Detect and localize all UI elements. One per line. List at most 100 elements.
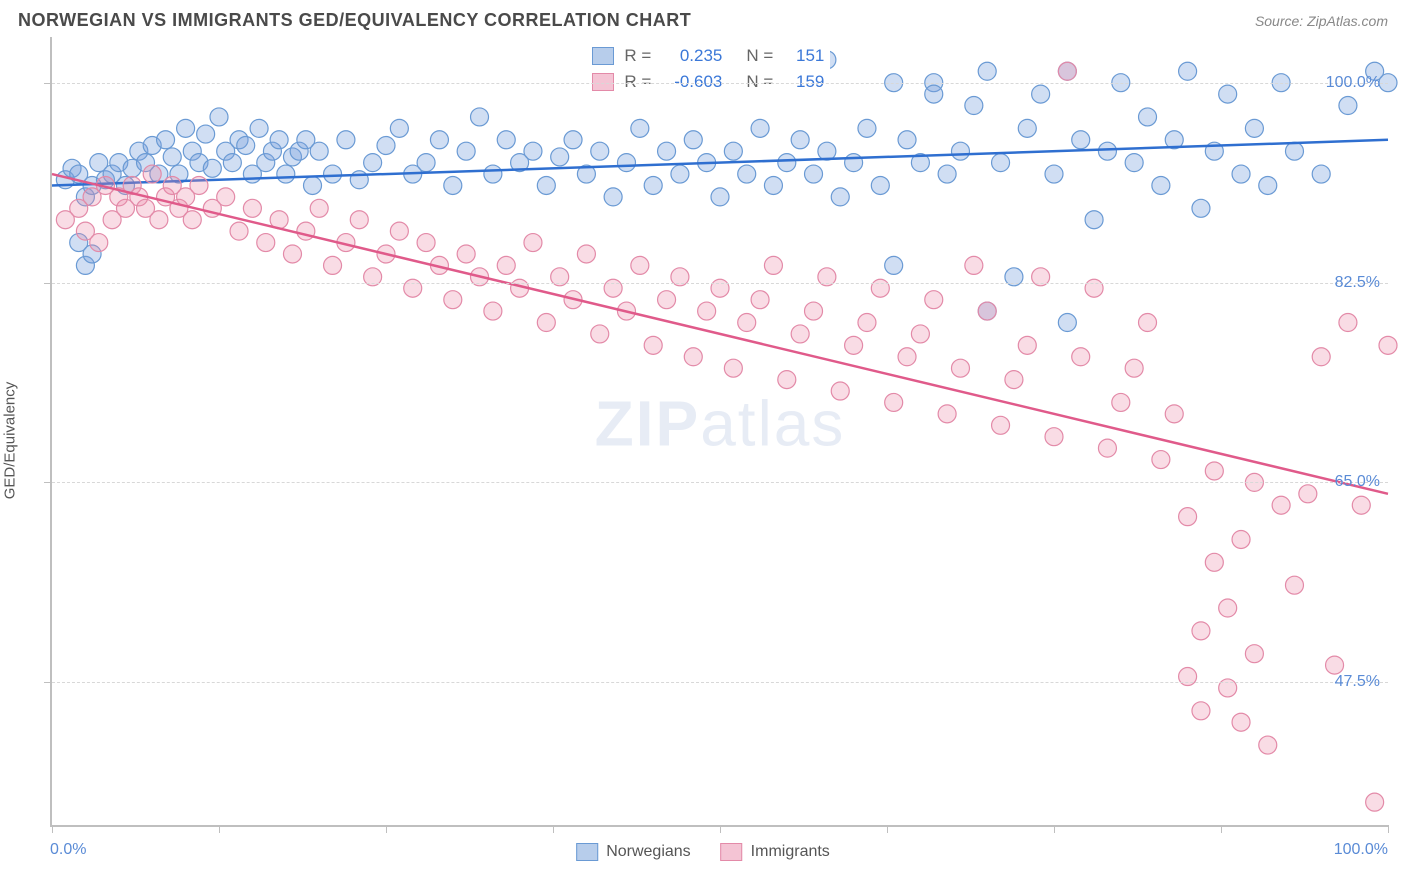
- scatter-point: [644, 176, 662, 194]
- scatter-point: [237, 136, 255, 154]
- scatter-point: [604, 188, 622, 206]
- scatter-point: [417, 154, 435, 172]
- scatter-point: [1285, 142, 1303, 160]
- scatter-point: [324, 165, 342, 183]
- scatter-point: [1192, 702, 1210, 720]
- scatter-point: [524, 234, 542, 252]
- scatter-point: [631, 119, 649, 137]
- gridline: [52, 283, 1388, 284]
- x-tick: [553, 825, 554, 833]
- x-axis-min-label: 0.0%: [50, 841, 86, 859]
- y-axis-label: GED/Equivalency: [2, 382, 19, 500]
- scatter-point: [524, 142, 542, 160]
- scatter-point: [938, 405, 956, 423]
- y-tick-label: 47.5%: [1335, 673, 1380, 691]
- scatter-point: [430, 131, 448, 149]
- scatter-point: [1139, 108, 1157, 126]
- scatter-point: [1259, 736, 1277, 754]
- scatter-point: [978, 302, 996, 320]
- scatter-point: [243, 199, 261, 217]
- scatter-point: [831, 382, 849, 400]
- scatter-point: [738, 165, 756, 183]
- scatter-point: [1179, 62, 1197, 80]
- scatter-point: [1152, 451, 1170, 469]
- scatter-point: [1272, 496, 1290, 514]
- scatter-point: [177, 119, 195, 137]
- scatter-point: [1312, 348, 1330, 366]
- scatter-point: [617, 154, 635, 172]
- y-tick-label: 82.5%: [1335, 274, 1380, 292]
- bottom-legend: NorwegiansImmigrants: [576, 843, 830, 861]
- scatter-point: [1192, 622, 1210, 640]
- scatter-point: [377, 136, 395, 154]
- scatter-point: [871, 176, 889, 194]
- scatter-point: [163, 148, 181, 166]
- scatter-point: [1058, 62, 1076, 80]
- scatter-point: [791, 325, 809, 343]
- scatter-point: [417, 234, 435, 252]
- scatter-point: [350, 171, 368, 189]
- scatter-point: [911, 325, 929, 343]
- scatter-point: [1285, 576, 1303, 594]
- scatter-point: [484, 302, 502, 320]
- scatter-point: [1018, 119, 1036, 137]
- scatter-point: [898, 131, 916, 149]
- scatter-point: [444, 176, 462, 194]
- scatter-point: [217, 188, 235, 206]
- scatter-point: [390, 222, 408, 240]
- chart-title: NORWEGIAN VS IMMIGRANTS GED/EQUIVALENCY …: [18, 10, 691, 31]
- scatter-point: [791, 131, 809, 149]
- x-tick: [720, 825, 721, 833]
- scatter-point: [1259, 176, 1277, 194]
- x-tick: [52, 825, 53, 833]
- scatter-point: [577, 245, 595, 263]
- scatter-point: [484, 165, 502, 183]
- scatter-point: [951, 142, 969, 160]
- series-swatch: [592, 47, 614, 65]
- scatter-point: [1152, 176, 1170, 194]
- gridline: [52, 83, 1388, 84]
- scatter-point: [885, 393, 903, 411]
- scatter-point: [537, 176, 555, 194]
- scatter-point: [1245, 645, 1263, 663]
- legend-item: Immigrants: [721, 843, 830, 861]
- plot-area: ZIPatlas R =0.235N =151R =-0.603N =159 1…: [50, 37, 1388, 827]
- scatter-point: [1245, 119, 1263, 137]
- scatter-point: [698, 302, 716, 320]
- scatter-point: [1379, 336, 1397, 354]
- legend-swatch: [576, 843, 598, 861]
- scatter-point: [724, 359, 742, 377]
- scatter-point: [270, 131, 288, 149]
- scatter-point: [90, 234, 108, 252]
- scatter-point: [183, 211, 201, 229]
- scatter-point: [230, 222, 248, 240]
- scatter-point: [1219, 599, 1237, 617]
- scatter-point: [471, 108, 489, 126]
- scatter-point: [1058, 314, 1076, 332]
- scatter-point: [1205, 553, 1223, 571]
- scatter-point: [1125, 154, 1143, 172]
- scatter-point: [1352, 496, 1370, 514]
- scatter-point: [1339, 314, 1357, 332]
- y-tick: [44, 482, 52, 483]
- scatter-point: [805, 302, 823, 320]
- scatter-point: [457, 245, 475, 263]
- gridline: [52, 482, 1388, 483]
- scatter-point: [197, 125, 215, 143]
- scatter-point: [898, 348, 916, 366]
- scatter-point: [444, 291, 462, 309]
- y-tick: [44, 283, 52, 284]
- scatter-point: [978, 62, 996, 80]
- scatter-point: [1085, 211, 1103, 229]
- scatter-point: [223, 154, 241, 172]
- stat-n-label: N =: [746, 46, 774, 66]
- scatter-point: [938, 165, 956, 183]
- scatter-point: [497, 131, 515, 149]
- x-tick: [1054, 825, 1055, 833]
- scatter-point: [711, 188, 729, 206]
- scatter-point: [764, 176, 782, 194]
- scatter-point: [190, 176, 208, 194]
- scatter-point: [671, 165, 689, 183]
- scatter-point: [831, 188, 849, 206]
- scatter-point: [1179, 508, 1197, 526]
